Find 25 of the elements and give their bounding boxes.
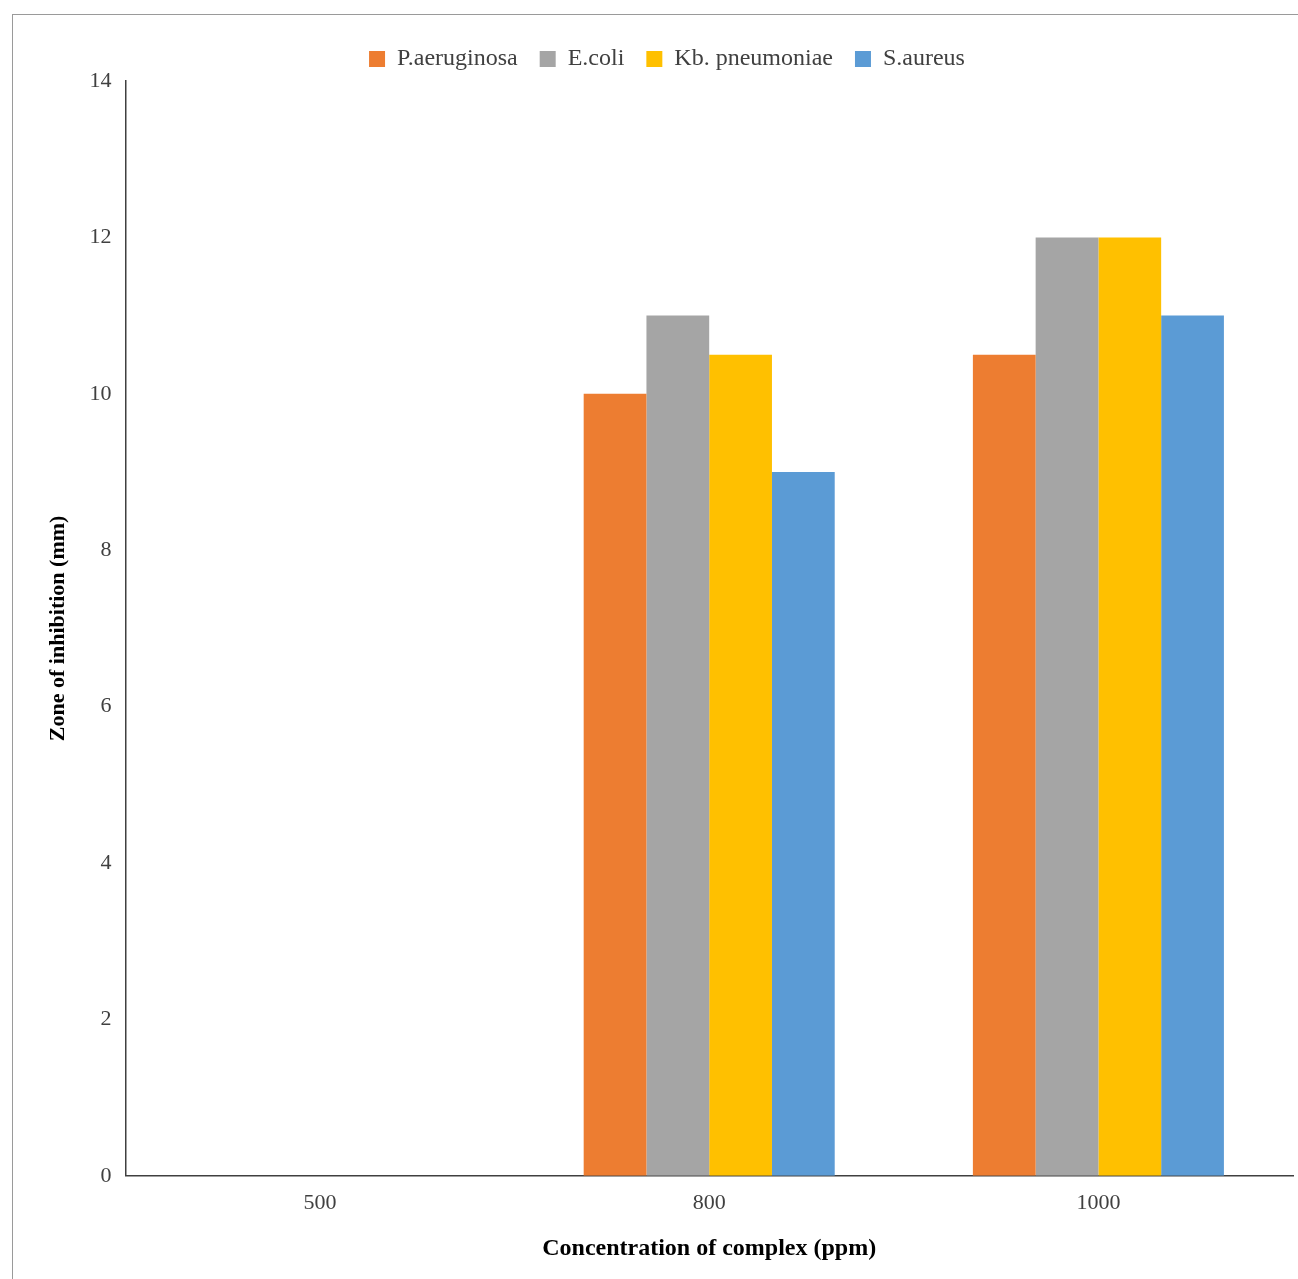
y-tick-label: 0 <box>100 1161 112 1187</box>
bar <box>709 354 772 1176</box>
x-tick-label: 1000 <box>1076 1188 1121 1214</box>
legend-label: E.coli <box>567 44 625 71</box>
legend-label: P.aeruginosa <box>397 44 519 71</box>
bar <box>1035 237 1099 1176</box>
y-tick-label: 6 <box>100 692 112 718</box>
y-tick-label: 14 <box>89 66 112 92</box>
x-tick-label: 500 <box>303 1188 337 1214</box>
y-tick-label: 2 <box>100 1005 112 1031</box>
y-tick-label: 12 <box>89 223 112 249</box>
bar <box>972 354 1036 1176</box>
bar <box>583 393 647 1176</box>
y-tick-label: 10 <box>89 379 112 405</box>
y-tick-label: 4 <box>100 848 112 874</box>
legend-label: S.aureus <box>882 44 965 71</box>
legend-label: Kb. pneumoniae <box>674 44 833 71</box>
bar <box>1161 315 1224 1176</box>
y-axis-title: Zone of inhibition (mm) <box>43 515 69 742</box>
bar <box>1098 237 1162 1176</box>
x-axis-title: Concentration of complex (ppm) <box>542 1233 877 1260</box>
y-tick-label: 8 <box>100 535 112 561</box>
x-tick-label: 800 <box>692 1188 726 1214</box>
bar <box>646 315 710 1176</box>
bar <box>771 472 835 1176</box>
